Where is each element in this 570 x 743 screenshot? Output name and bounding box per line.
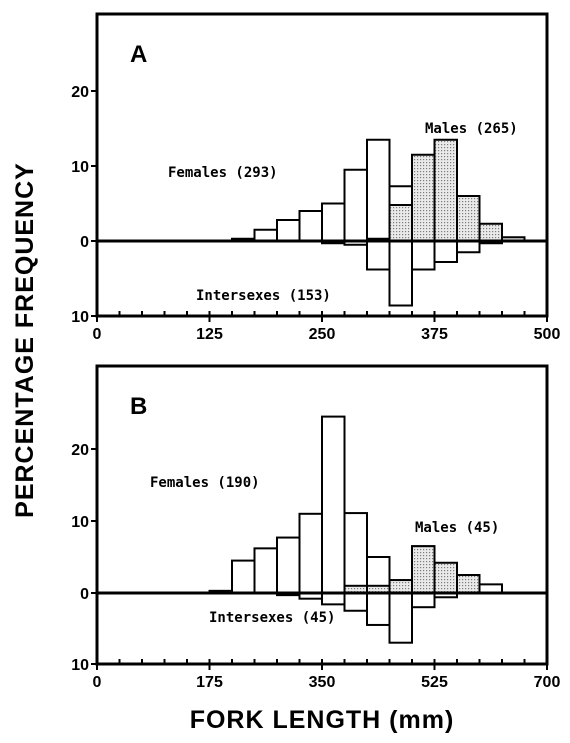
- series-label-intersexes: Intersexes (153): [196, 288, 331, 304]
- x-tick-label: 250: [309, 326, 336, 343]
- panel-letter: B: [130, 393, 147, 420]
- y-tick-label: 0: [80, 586, 89, 603]
- x-tick-label: 375: [421, 326, 448, 343]
- bar-males-560: [456, 574, 481, 594]
- y-tick-label: 10: [71, 657, 89, 674]
- bar-females-200: [276, 219, 301, 242]
- series-males: [366, 138, 526, 242]
- series-label-females: Females (190): [150, 475, 260, 491]
- bar-females-245: [253, 547, 278, 594]
- x-tick-label: 0: [93, 326, 102, 343]
- bar-intersexes-385: [343, 592, 368, 612]
- series-label-males: Males (45): [415, 520, 499, 536]
- bar-males-455: [388, 579, 413, 594]
- bar-intersexes-350: [411, 240, 436, 271]
- y-tick-label: 10: [71, 309, 89, 326]
- bar-males-425: [478, 222, 503, 242]
- bar-intersexes-300: [366, 240, 391, 271]
- bar-intersexes-420: [366, 592, 391, 626]
- plot-frame: [95, 12, 549, 318]
- x-tick-label: 175: [196, 674, 223, 691]
- x-tick-label: 525: [421, 674, 448, 691]
- y-tick-label: 0: [80, 234, 89, 251]
- x-tick-label: 0: [93, 674, 102, 691]
- bar-intersexes-490: [411, 592, 436, 609]
- bar-females-300: [366, 138, 391, 242]
- bar-females-280: [276, 536, 301, 594]
- bar-intersexes-350: [321, 592, 346, 606]
- bar-females-175: [253, 228, 278, 242]
- panel-letter: A: [130, 41, 147, 68]
- bar-intersexes-325: [388, 240, 413, 307]
- bar-males-525: [433, 561, 458, 595]
- series-label-females: Females (293): [168, 165, 278, 181]
- x-tick-label: 350: [309, 674, 336, 691]
- x-tick-label: 500: [534, 326, 561, 343]
- x-axis-title: FORK LENGTH (mm): [190, 706, 455, 734]
- bar-males-490: [411, 545, 436, 595]
- y-tick-label: 10: [71, 159, 89, 176]
- series-label-males: Males (265): [425, 121, 518, 137]
- panel-b: Females (190) Males (45) Intersexes (45) 20…: [71, 364, 561, 691]
- bar-females-275: [343, 168, 368, 242]
- bar-females-225: [298, 210, 323, 242]
- bar-males-325: [388, 204, 413, 242]
- series-intersexes: [321, 240, 503, 307]
- bar-males-350: [411, 153, 436, 242]
- bar-males-375: [433, 138, 458, 242]
- bar-intersexes-375: [433, 240, 458, 263]
- bar-females-385: [343, 512, 368, 595]
- y-tick-label: 20: [71, 442, 89, 459]
- bar-females-210: [231, 559, 256, 594]
- bar-females-315: [298, 512, 323, 594]
- x-tick-label: 700: [534, 674, 561, 691]
- bar-females-350: [321, 415, 346, 594]
- bar-females-250: [321, 202, 346, 242]
- series-males: [343, 545, 481, 595]
- panel-a: Females (293) Males (265) Intersexes (153)…: [71, 12, 561, 343]
- bar-males-400: [456, 195, 481, 242]
- series-females: [208, 415, 503, 595]
- series-label-intersexes: Intersexes (45): [209, 610, 335, 626]
- x-tick-label: 125: [196, 326, 223, 343]
- y-tick-label: 20: [71, 84, 89, 101]
- y-tick-label: 10: [71, 514, 89, 531]
- bar-intersexes-400: [456, 240, 481, 254]
- y-axis-title: PERCENTAGE FREQUENCY: [11, 162, 39, 518]
- bar-intersexes-455: [388, 592, 413, 644]
